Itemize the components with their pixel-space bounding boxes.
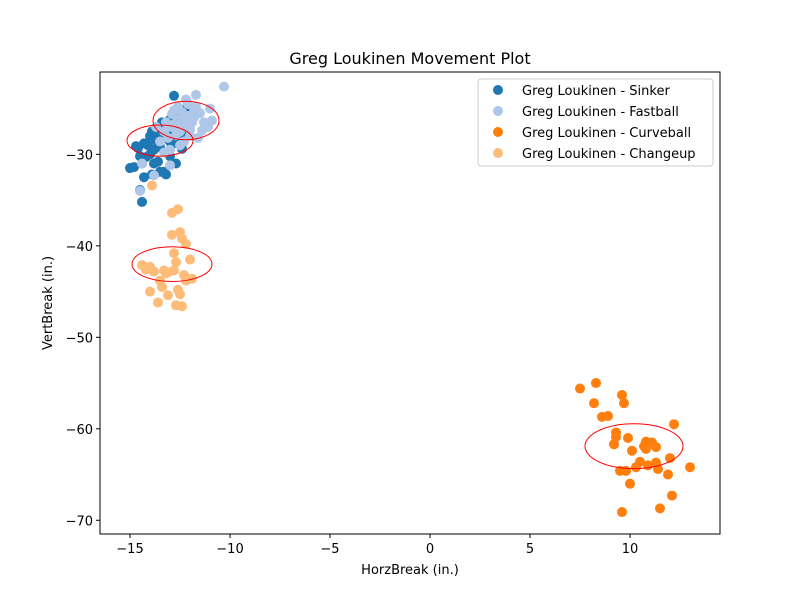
curveball-point <box>617 389 627 400</box>
legend-marker-curveball <box>493 127 503 137</box>
curveball-point <box>655 503 665 514</box>
legend-label-sinker: Greg Loukinen - Sinker <box>522 84 670 99</box>
curveball-point <box>667 490 677 501</box>
y-tick-label: −60 <box>66 423 93 438</box>
changeup-point <box>181 238 191 249</box>
fastball-point <box>159 126 169 137</box>
sinker-point <box>153 156 163 167</box>
fastball-point <box>169 105 179 116</box>
legend-marker-changeup <box>493 148 503 158</box>
curveball-point <box>589 398 599 409</box>
changeup-point <box>177 301 187 312</box>
legend-box <box>477 78 714 167</box>
fastball-point <box>183 99 193 110</box>
curveball-point <box>651 442 661 453</box>
curveball-point <box>611 432 621 443</box>
fastball-point <box>189 112 199 123</box>
curveball-point <box>623 432 633 443</box>
fastball-point <box>165 160 175 171</box>
changeup-point <box>149 266 159 277</box>
sinker-point <box>169 90 179 101</box>
fastball-point <box>181 112 191 123</box>
changeup-point <box>145 286 155 297</box>
curveball-point <box>603 410 613 421</box>
fastball-point <box>193 132 203 143</box>
curveball-point <box>685 462 695 473</box>
changeup-point <box>167 207 177 218</box>
x-tick-label: −5 <box>320 542 339 557</box>
curveball-point <box>669 419 679 430</box>
fastball-point <box>159 147 169 158</box>
fastball-point <box>135 185 145 196</box>
fastball-point <box>191 89 201 100</box>
y-tick-label: −30 <box>66 148 93 163</box>
changeup-point <box>169 248 179 259</box>
x-axis-ticks: −15 −10 −5 0 5 10 <box>116 534 638 557</box>
cluster-ellipse <box>126 124 194 157</box>
fastball-point <box>149 170 159 181</box>
curveball-point <box>575 383 585 394</box>
chart-title: Greg Loukinen Movement Plot <box>289 49 530 68</box>
cluster-ellipse <box>131 246 213 283</box>
changeup-point <box>163 290 173 301</box>
changeup-point <box>171 257 181 268</box>
x-tick-label: −15 <box>116 542 143 557</box>
changeup-point <box>169 265 179 276</box>
sinker-point <box>139 172 149 183</box>
fastball-point <box>179 136 189 147</box>
changeup-point <box>167 229 177 240</box>
y-axis-ticks: −70 −60 −50 −40 −30 <box>66 148 100 529</box>
changeup-point <box>185 254 195 265</box>
fastball-point <box>219 81 229 92</box>
sinker-point <box>129 162 139 173</box>
cluster-ellipse <box>152 100 220 141</box>
plot-area-frame <box>99 71 721 535</box>
changeup-point <box>161 268 171 279</box>
legend-label-fastball: Greg Loukinen - Fastball <box>522 105 679 120</box>
legend-label-changeup: Greg Loukinen - Changeup <box>522 147 696 162</box>
x-tick-label: −10 <box>216 542 243 557</box>
legend-marker-fastball <box>493 106 503 116</box>
curveball-point <box>621 465 631 476</box>
cluster-ellipse <box>584 423 684 470</box>
x-tick-label: 0 <box>426 542 434 557</box>
curveball-point <box>641 443 651 454</box>
sinker-point <box>131 141 141 152</box>
curveball-point <box>617 507 627 518</box>
x-tick-label: 5 <box>526 542 534 557</box>
y-tick-label: −50 <box>66 331 93 346</box>
y-tick-label: −40 <box>66 240 93 255</box>
legend-label-curveball: Greg Loukinen - Curveball <box>522 126 691 141</box>
curveball-point <box>627 445 637 456</box>
curveball-point <box>625 478 635 489</box>
fastball-point <box>155 136 165 147</box>
y-tick-label: −70 <box>66 514 93 529</box>
curveball-point <box>619 398 629 409</box>
sinker-point <box>137 196 147 207</box>
curveball-point <box>663 469 673 480</box>
x-axis-label: HorzBreak (in.) <box>361 563 459 578</box>
changeup-point <box>175 289 185 300</box>
x-tick-label: 10 <box>622 542 639 557</box>
changeup-point <box>153 297 163 308</box>
fastball-point <box>197 125 207 136</box>
legend-marker-sinker <box>493 85 503 95</box>
curveball-point <box>591 378 601 389</box>
fastball-point <box>171 124 181 135</box>
changeup-point <box>147 180 157 191</box>
legend: Greg Loukinen - Sinker Greg Loukinen - F… <box>477 78 714 167</box>
fastball-point <box>137 158 147 169</box>
changeup-point <box>157 281 167 292</box>
ellipse-layer <box>126 100 684 470</box>
points-layer <box>125 81 695 518</box>
y-axis-label: VertBreak (in.) <box>41 256 56 350</box>
fastball-point <box>151 121 161 132</box>
fastball-point <box>191 101 201 112</box>
curveball-point <box>635 456 645 467</box>
